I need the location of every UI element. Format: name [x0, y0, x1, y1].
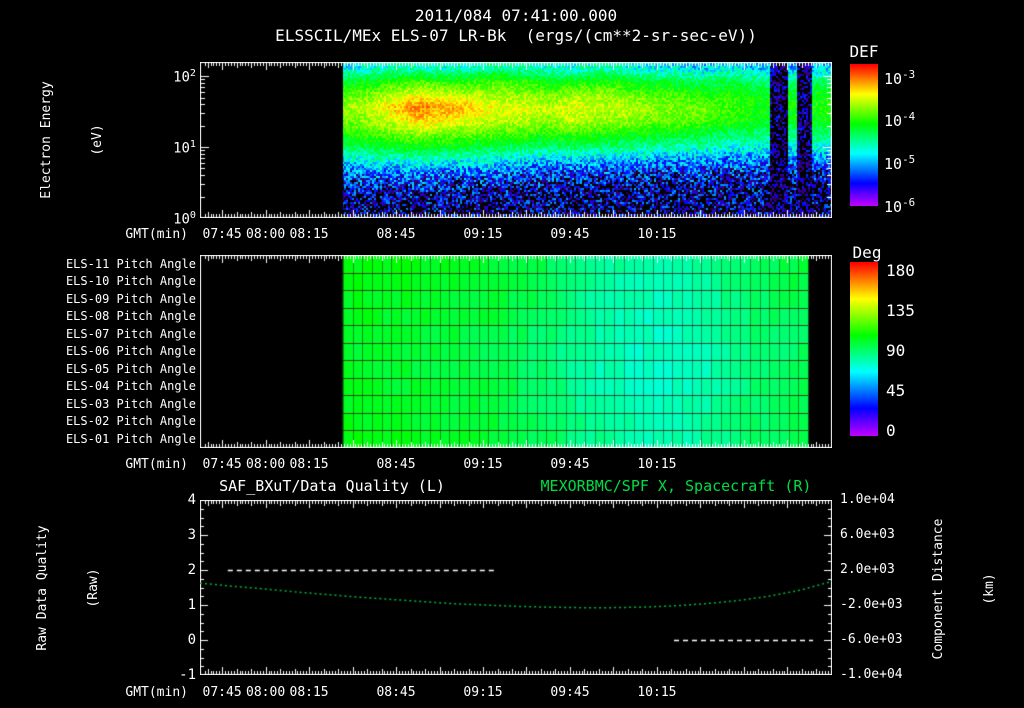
distance-axis-tick: 1.0e+04 [840, 492, 895, 507]
quality-axis-tick: 4 [187, 492, 196, 508]
energy-axis-tick: 101 [173, 139, 196, 157]
plot-title: ELSSCIL/MEx ELS-07 LR-Bk (ergs/(cm**2-sr… [275, 26, 757, 45]
quality-axis-tick: 3 [187, 527, 196, 543]
energy-axis-tick: 100 [173, 210, 196, 228]
time-axis-tick: 07:45 [202, 685, 242, 700]
quality-axis-tick: 1 [187, 597, 196, 613]
time-axis-tick: 09:15 [463, 457, 503, 472]
deg-colorbar [850, 262, 878, 436]
time-axis-tick: 08:15 [289, 685, 329, 700]
gmt-axis-label: GMT(min) [125, 685, 188, 700]
pitch-row-label: ELS-08 Pitch Angle [65, 309, 196, 323]
distance-axis-tick: -6.0e+03 [840, 632, 903, 647]
time-axis-tick: 08:15 [289, 457, 329, 472]
time-axis-tick: 07:45 [202, 457, 242, 472]
distance-axis-tick: 2.0e+03 [840, 562, 895, 577]
def-colorbar [850, 64, 878, 206]
distance-axis-tick: 6.0e+03 [840, 527, 895, 542]
deg-colorbar-tick: 180 [886, 261, 915, 280]
energy-axis-tick: 102 [173, 68, 196, 86]
pitch-row-label: ELS-02 Pitch Angle [65, 414, 196, 428]
time-axis-tick: 08:00 [246, 685, 286, 700]
time-axis-tick: 09:15 [463, 227, 503, 242]
pitch-angle-canvas [200, 255, 832, 448]
pitch-row-label: ELS-03 Pitch Angle [65, 397, 196, 411]
pitch-row-label: ELS-05 Pitch Angle [65, 362, 196, 376]
quality-title-left: SAF_BXuT/Data Quality (L) [219, 477, 445, 495]
def-colorbar-tick: 10-5 [884, 153, 916, 173]
quality-panel-canvas [200, 500, 832, 675]
pitch-row-label: ELS-07 Pitch Angle [65, 327, 196, 341]
def-colorbar-tick: 10-6 [884, 196, 916, 216]
pitch-row-label: ELS-04 Pitch Angle [65, 379, 196, 393]
pitch-row-label: ELS-01 Pitch Angle [65, 432, 196, 446]
time-axis-tick: 08:00 [246, 227, 286, 242]
datetime-title: 2011/084 07:41:00.000 [414, 6, 618, 25]
time-axis-tick: 08:45 [376, 457, 416, 472]
gmt-axis-label: GMT(min) [125, 457, 188, 472]
time-axis-tick: 10:15 [637, 457, 677, 472]
quality-axis-label: Raw Data Quality (Raw) [35, 525, 101, 651]
time-axis-tick: 10:15 [637, 685, 677, 700]
quality-axis-tick: 2 [187, 562, 196, 578]
quality-axis-tick: 0 [187, 632, 196, 648]
time-axis-tick: 08:45 [376, 685, 416, 700]
deg-colorbar-label: Deg [852, 243, 882, 262]
time-axis-tick: 10:15 [637, 227, 677, 242]
pitch-row-label: ELS-06 Pitch Angle [65, 344, 196, 358]
distance-axis-tick: -1.0e+04 [840, 667, 903, 682]
time-axis-tick: 09:45 [550, 457, 590, 472]
deg-colorbar-tick: 135 [886, 301, 915, 320]
deg-colorbar-tick: 45 [886, 381, 906, 400]
pitch-row-label: ELS-09 Pitch Angle [65, 292, 196, 306]
gmt-axis-label: GMT(min) [125, 227, 188, 242]
time-axis-tick: 07:45 [202, 227, 242, 242]
energy-axis-label: Electron Energy (eV) [39, 81, 105, 199]
def-colorbar-tick: 10-3 [884, 68, 916, 88]
quality-axis-tick: -1 [179, 667, 196, 683]
time-axis-tick: 08:45 [376, 227, 416, 242]
time-axis-tick: 09:45 [550, 685, 590, 700]
distance-axis-tick: -2.0e+03 [840, 597, 903, 612]
pitch-row-label: ELS-10 Pitch Angle [65, 274, 196, 288]
spacecraft-title-right: MEXORBMC/SPF X, Spacecraft (R) [540, 477, 812, 495]
time-axis-tick: 08:15 [289, 227, 329, 242]
def-colorbar-tick: 10-4 [884, 110, 916, 130]
pitch-row-label: ELS-11 Pitch Angle [65, 257, 196, 271]
time-axis-tick: 09:45 [550, 227, 590, 242]
electron-energy-spectrogram-canvas [200, 62, 832, 218]
def-colorbar-label: DEF [849, 42, 879, 61]
time-axis-tick: 09:15 [463, 685, 503, 700]
deg-colorbar-tick: 90 [886, 341, 906, 360]
time-axis-tick: 08:00 [246, 457, 286, 472]
deg-colorbar-tick: 0 [886, 421, 896, 440]
